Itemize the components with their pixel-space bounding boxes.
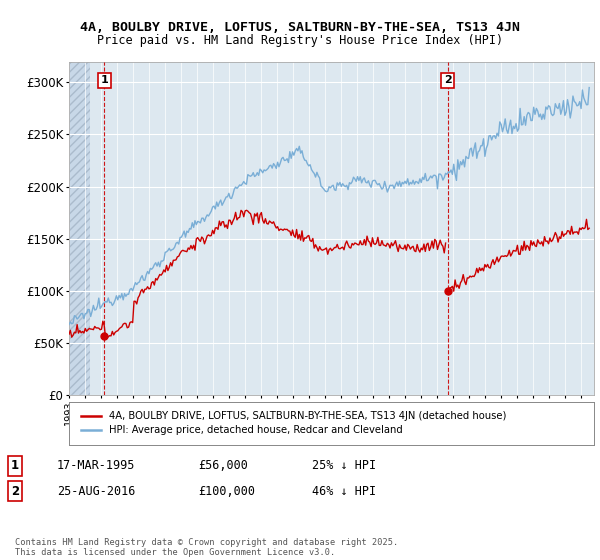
Text: 17-MAR-1995: 17-MAR-1995 [57, 459, 136, 473]
Text: 1: 1 [11, 459, 19, 473]
Text: 4A, BOULBY DRIVE, LOFTUS, SALTBURN-BY-THE-SEA, TS13 4JN: 4A, BOULBY DRIVE, LOFTUS, SALTBURN-BY-TH… [80, 21, 520, 34]
Text: 25% ↓ HPI: 25% ↓ HPI [312, 459, 376, 473]
Text: 46% ↓ HPI: 46% ↓ HPI [312, 484, 376, 498]
Text: 2: 2 [11, 484, 19, 498]
Text: Price paid vs. HM Land Registry's House Price Index (HPI): Price paid vs. HM Land Registry's House … [97, 34, 503, 46]
Text: 2: 2 [443, 76, 451, 85]
Legend: 4A, BOULBY DRIVE, LOFTUS, SALTBURN-BY-THE-SEA, TS13 4JN (detached house), HPI: A: 4A, BOULBY DRIVE, LOFTUS, SALTBURN-BY-TH… [77, 407, 510, 440]
Text: £56,000: £56,000 [198, 459, 248, 473]
Text: £100,000: £100,000 [198, 484, 255, 498]
Text: 1: 1 [100, 76, 108, 85]
Text: 25-AUG-2016: 25-AUG-2016 [57, 484, 136, 498]
Bar [69, 62, 90, 395]
Text: Contains HM Land Registry data © Crown copyright and database right 2025.
This d: Contains HM Land Registry data © Crown c… [15, 538, 398, 557]
